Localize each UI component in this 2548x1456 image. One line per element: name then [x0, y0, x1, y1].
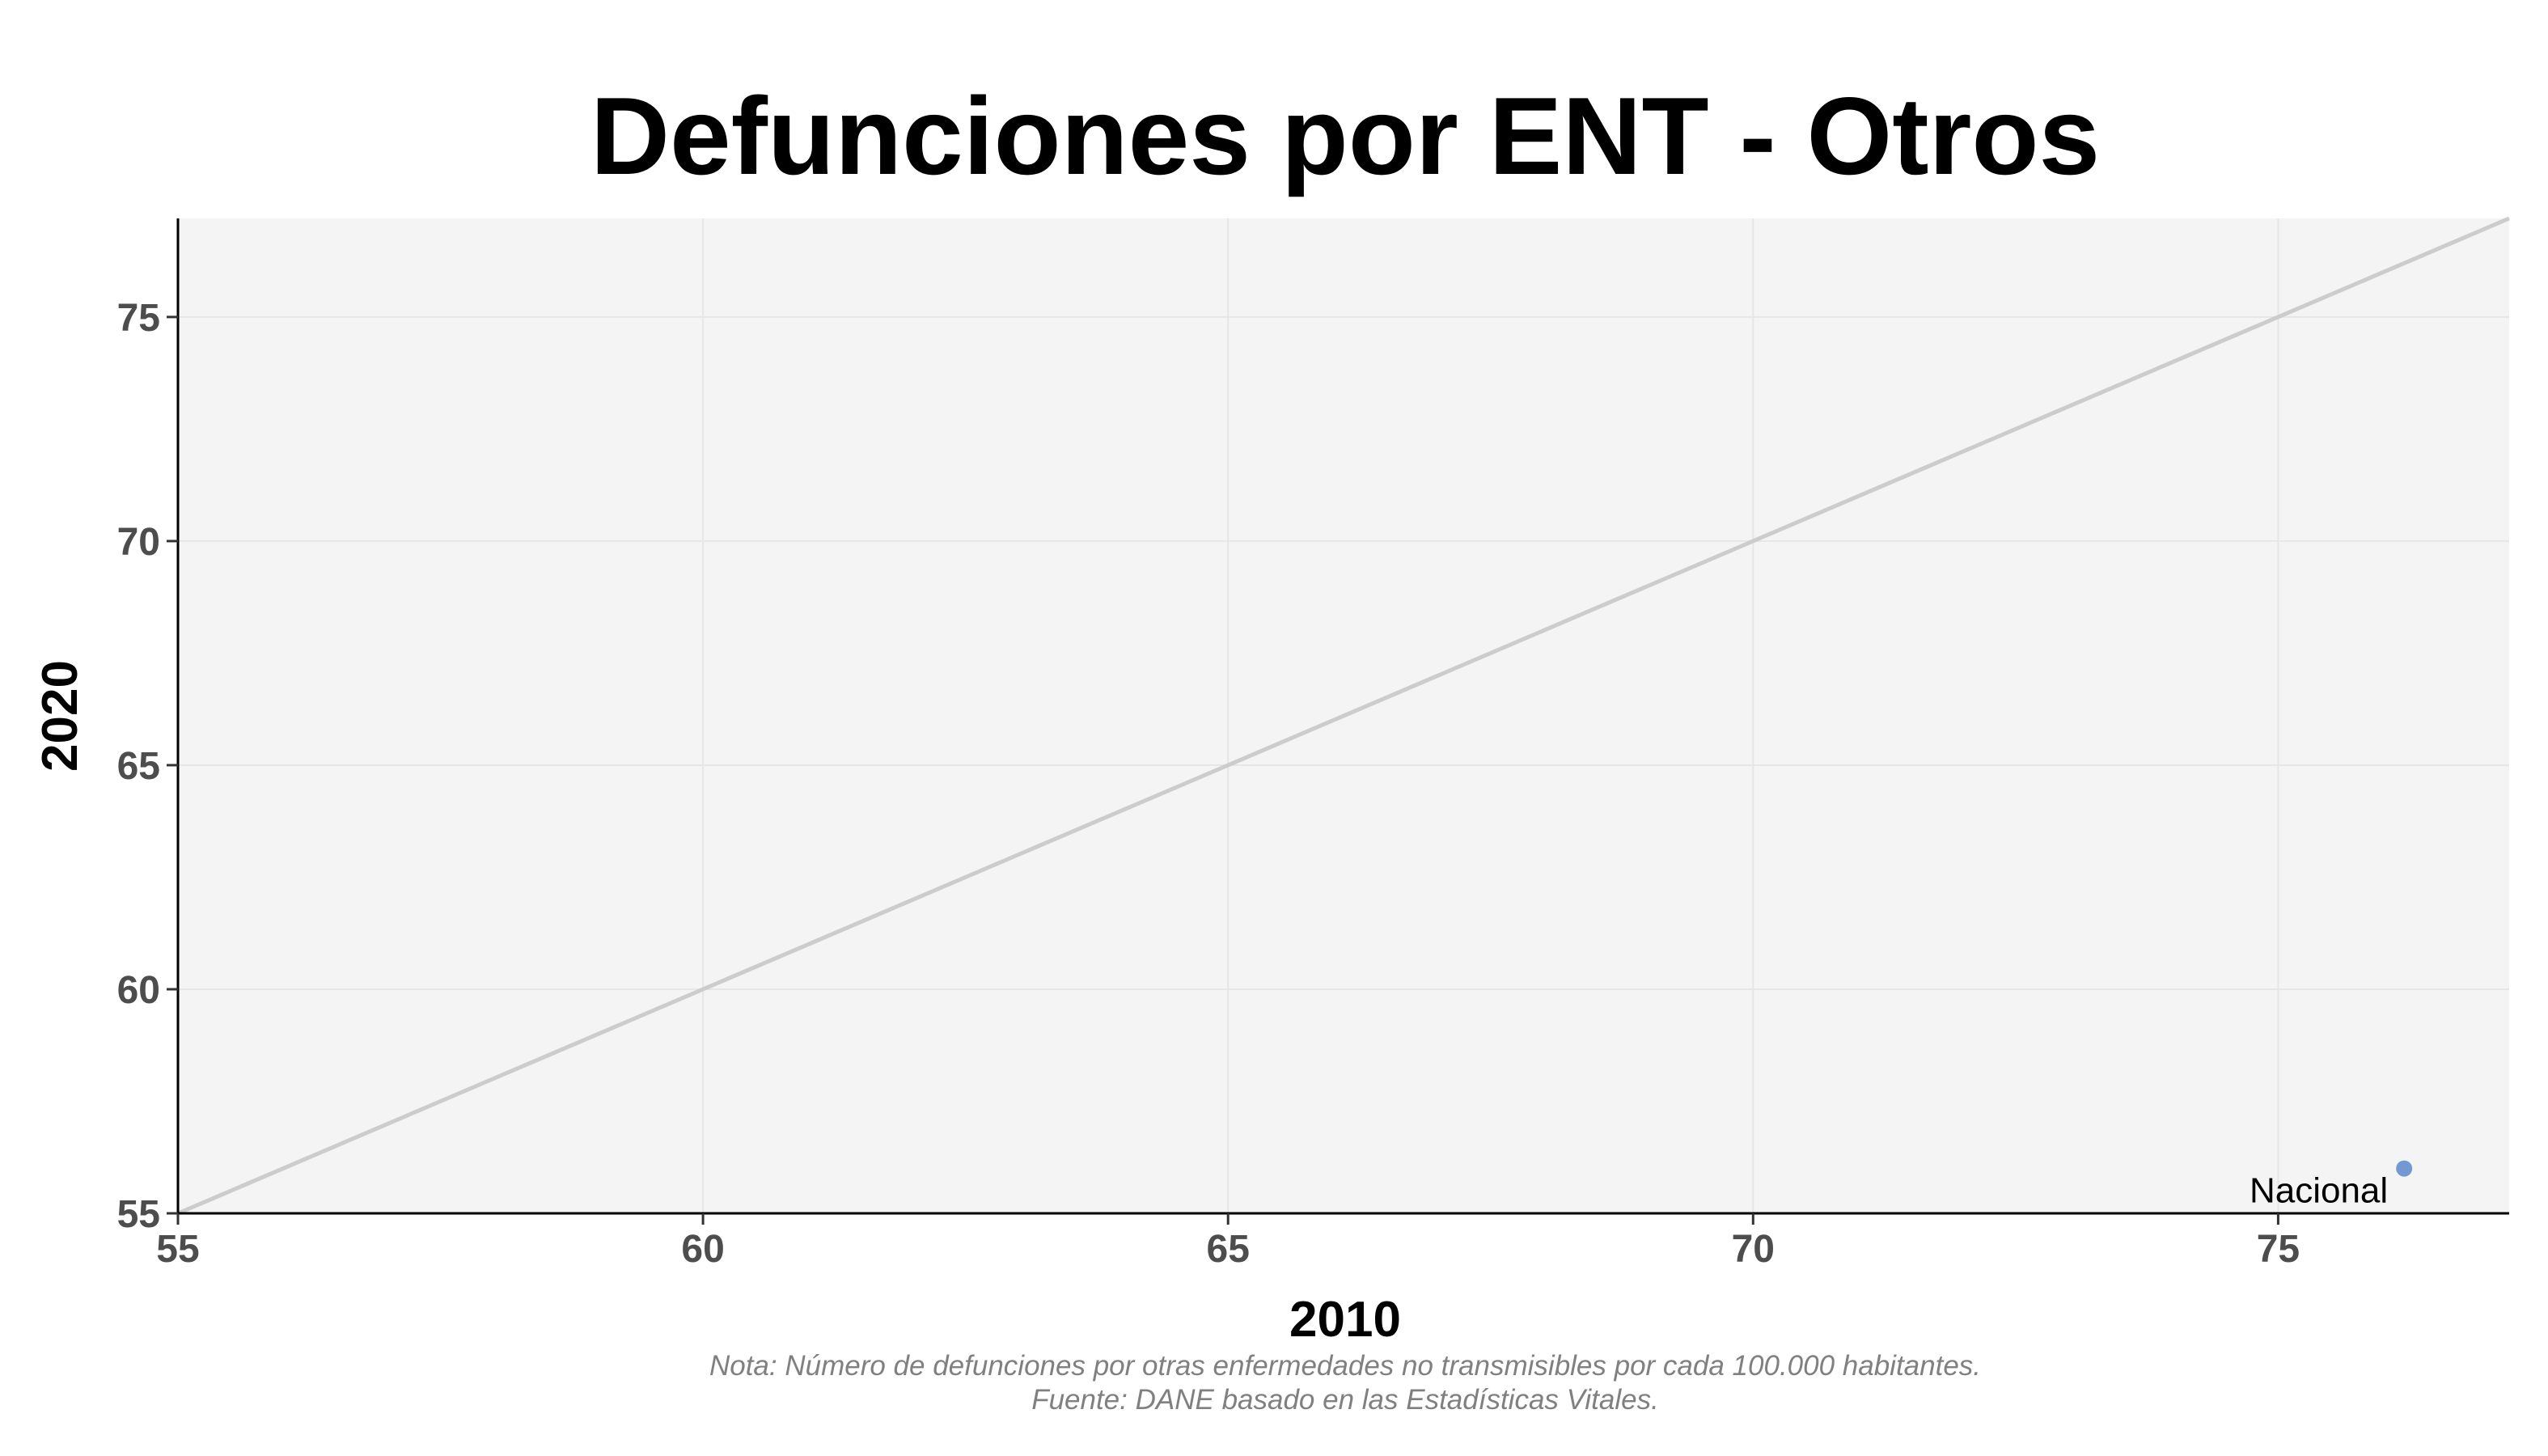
caption-source: Fuente: DANE basado en las Estadísticas … [1031, 1384, 1659, 1416]
data-point [2396, 1160, 2413, 1177]
y-tick-label: 75 [117, 297, 160, 340]
reference-line-group [177, 216, 2510, 1216]
x-tick-label: 75 [2257, 1228, 2300, 1271]
x-axis-title: 2010 [1289, 1292, 1401, 1348]
x-tick-label: 55 [156, 1228, 199, 1271]
y-axis-ticks: 55 60 65 70 75 [117, 297, 178, 1236]
x-tick-label: 65 [1207, 1228, 1250, 1271]
y-axis-title: 2020 [32, 660, 88, 772]
y-tick-label: 60 [117, 969, 160, 1012]
y-tick-label: 55 [117, 1193, 160, 1236]
data-points: Nacional [2250, 1160, 2413, 1211]
data-point-label: Nacional [2250, 1171, 2388, 1211]
x-axis-ticks: 55 60 65 70 75 [156, 1213, 2300, 1271]
caption-note: Nota: Número de defunciones por otras en… [709, 1350, 1981, 1382]
x-tick-label: 60 [681, 1228, 724, 1271]
x-tick-label: 70 [1732, 1228, 1775, 1271]
y-tick-label: 65 [117, 745, 160, 788]
y-tick-label: 70 [117, 521, 160, 564]
identity-reference-line [177, 216, 2510, 1216]
chart-title: Defunciones por ENT - Otros [590, 74, 2100, 197]
